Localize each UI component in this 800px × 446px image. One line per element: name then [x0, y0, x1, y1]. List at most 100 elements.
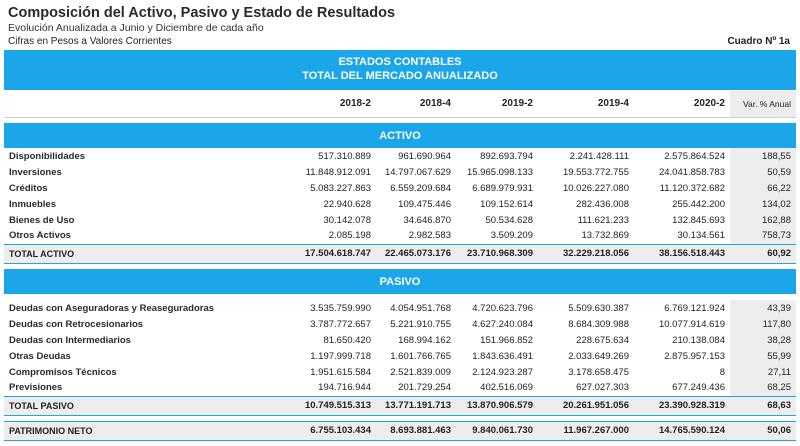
var-cell: 117,80: [730, 316, 796, 332]
value-cell: 17.504.618.747: [288, 243, 376, 264]
value-cell: 3.535.759.990: [310, 302, 371, 314]
row-label: Inversiones: [9, 166, 62, 178]
column-header: 2020-2: [634, 91, 730, 118]
column-header: 2019-4: [538, 91, 634, 118]
row-label: Previsiones: [9, 382, 63, 394]
value-cell: 210.138.084: [672, 334, 725, 346]
value-cell: 3.509.209: [490, 230, 533, 242]
table-row: Inversiones 11.848.912.091 14.797.067.629 1…: [4, 164, 796, 180]
value-cell: 11.967.267.000: [538, 420, 634, 441]
value-cell: 627.027.303: [576, 382, 629, 394]
value-cell: 32.229.218.056: [538, 243, 634, 264]
value-cell: 5.509.630.387: [568, 302, 629, 314]
value-cell: 22.940.628: [323, 198, 371, 210]
value-cell: 4.627.240.084: [472, 318, 533, 330]
value-cell: 13.771.191.713: [376, 395, 456, 416]
value-cell: 15.965.098.133: [466, 166, 533, 178]
section-header-pasivo: PASIVO: [4, 269, 796, 294]
var-cell: 27,11: [730, 364, 796, 380]
value-cell: 111.621.233: [577, 214, 629, 226]
value-cell: 402.516.069: [480, 382, 533, 394]
var-cell: 162,88: [730, 212, 796, 228]
value-cell: 19.553.772.755: [562, 166, 629, 178]
total-activo-row: TOTAL ACTIVO 17.504.618.747 22.465.073.176…: [4, 243, 796, 264]
value-cell: 3.787.772.657: [310, 318, 371, 330]
value-cell: 10.749.515.313: [288, 395, 376, 416]
section-header-activo: ACTIVO: [4, 123, 796, 148]
column-header-label: [4, 91, 288, 118]
var-cell: 38,28: [730, 332, 796, 348]
value-cell: 14.765.590.124: [634, 420, 730, 441]
row-label: PATRIMONIO NETO: [4, 420, 288, 441]
column-header: 2018-2: [288, 91, 376, 118]
value-cell: 201.729.254: [398, 382, 451, 394]
value-cell: 1.843.636.491: [472, 350, 533, 362]
value-cell: 228.675.634: [576, 334, 629, 346]
row-label: Compromisos Técnicos: [9, 366, 117, 378]
value-cell: 132.845.693: [672, 214, 725, 226]
meta-row: Cifras en Pesos a Valores Corrientes Cua…: [8, 36, 790, 50]
value-cell: 9.840.061.730: [456, 420, 538, 441]
table-id: Cuadro Nº 1a: [727, 36, 790, 47]
value-cell: 6.689.979.931: [472, 182, 533, 194]
value-cell: 109.152.614: [480, 198, 533, 210]
value-cell: 282.436.008: [576, 198, 629, 210]
value-cell: 1.197.999.718: [310, 350, 371, 362]
table-row: Otras Deudas 1.197.999.718 1.601.766.765 1.…: [4, 348, 796, 364]
table-row: Deudas con Retrocesionarios 3.787.772.657…: [4, 316, 796, 332]
table-row: Previsiones 194.716.944 201.729.254 402.516…: [4, 380, 796, 396]
pasivo-rows: Deudas con Aseguradoras y Reaseguradoras…: [4, 300, 796, 396]
value-cell: 2.241.428.111: [569, 150, 629, 162]
var-cell: 758,73: [730, 228, 796, 244]
var-cell: 134,02: [730, 196, 796, 212]
value-cell: 5.221.910.755: [390, 318, 451, 330]
value-cell: 4.720.623.796: [472, 302, 533, 314]
total-pasivo-row: TOTAL PASIVO 10.749.515.313 13.771.191.713…: [4, 395, 796, 416]
value-cell: 38.156.518.443: [634, 243, 730, 264]
row-label: Deudas con Retrocesionarios: [9, 318, 144, 330]
value-cell: 255.442.200: [672, 198, 725, 210]
value-cell: 11.120.372.682: [659, 182, 725, 194]
banner-line-1: ESTADOS CONTABLES: [338, 56, 462, 68]
units-note: Cifras en Pesos a Valores Corrientes: [8, 36, 172, 47]
value-cell: 34.646.870: [403, 214, 451, 226]
table-row: Deudas con Intermediarios 81.650.420 168.9…: [4, 332, 796, 348]
value-cell: 1.951.615.584: [310, 366, 371, 378]
row-label: Créditos: [9, 182, 48, 194]
value-cell: 151.966.852: [480, 334, 533, 346]
patrimonio-neto-row: PATRIMONIO NETO 6.755.103.434 8.693.881.46…: [4, 420, 796, 441]
var-cell: 50,06: [730, 420, 796, 441]
row-label: Bienes de Uso: [9, 214, 75, 226]
value-cell: 4.054.951.768: [390, 302, 451, 314]
value-cell: 10.077.914.619: [658, 318, 725, 330]
value-cell: 23.710.968.309: [456, 243, 538, 264]
value-cell: 677.249.436: [672, 382, 725, 394]
value-cell: 13.870.906.579: [456, 395, 538, 416]
value-cell: 11.848.912.091: [305, 166, 371, 178]
var-cell: 68,63: [730, 395, 796, 416]
value-cell: 6.755.103.434: [288, 420, 376, 441]
table-row: Inmuebles 22.940.628 109.475.446 109.152.61…: [4, 196, 796, 212]
value-cell: 5.083.227.863: [310, 182, 371, 194]
var-cell: 55,99: [730, 348, 796, 364]
value-cell: 10.026.227.080: [562, 182, 629, 194]
column-header-row: 2018-2 2018-4 2019-2 2019-4 2020-2 Var. …: [4, 91, 796, 118]
table-row: Créditos 5.083.227.863 6.559.209.684 6.689.…: [4, 180, 796, 196]
value-cell: 168.994.162: [398, 334, 451, 346]
var-cell: 68,25: [730, 380, 796, 396]
value-cell: 1.601.766.765: [390, 350, 451, 362]
row-label: TOTAL ACTIVO: [4, 243, 288, 264]
var-cell: 43,39: [730, 300, 796, 316]
value-cell: 14.797.067.629: [384, 166, 451, 178]
value-cell: 8.684.309.988: [568, 318, 629, 330]
value-cell: 2.521.839.009: [390, 366, 451, 378]
column-header: 2018-4: [376, 91, 456, 118]
table-row: Disponibilidades 517.310.889 961.690.964 89…: [4, 148, 796, 164]
banner-line-2: TOTAL DEL MERCADO ANUALIZADO: [302, 70, 498, 82]
table-row: Deudas con Aseguradoras y Reaseguradoras…: [4, 300, 796, 316]
value-cell: 50.534.628: [485, 214, 533, 226]
value-cell: 23.390.928.319: [634, 395, 730, 416]
value-cell: 22.465.073.176: [376, 243, 456, 264]
activo-rows: Disponibilidades 517.310.889 961.690.964 89…: [4, 148, 796, 244]
page-title: Composición del Activo, Pasivo y Estado …: [8, 5, 396, 21]
